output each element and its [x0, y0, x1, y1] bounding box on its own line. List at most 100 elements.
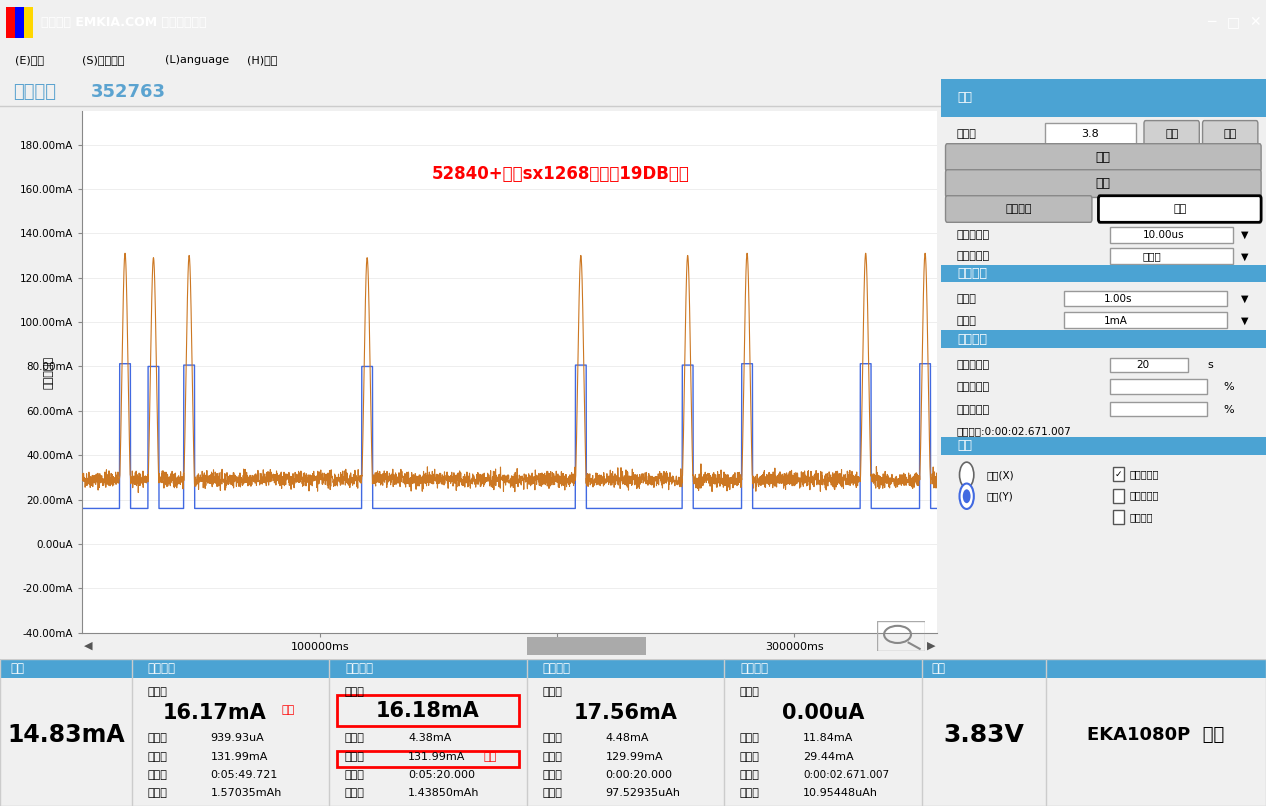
- Bar: [724, 659, 922, 678]
- Text: 1.57035mAh: 1.57035mAh: [210, 787, 282, 798]
- Text: 时间：: 时间：: [957, 293, 977, 304]
- Bar: [1110, 248, 1233, 264]
- Text: (S)系统设置: (S)系统设置: [82, 55, 124, 65]
- Text: 游标时长:0:00:02.671.007: 游标时长:0:00:02.671.007: [957, 426, 1071, 437]
- Text: ◀: ◀: [84, 641, 92, 650]
- Text: 最大：: 最大：: [147, 752, 167, 762]
- Bar: [941, 330, 1266, 347]
- Text: 实时: 实时: [10, 662, 24, 675]
- Text: 29.44mA: 29.44mA: [803, 752, 853, 762]
- Text: (E)文件: (E)文件: [15, 55, 44, 65]
- Text: 功耗：: 功耗：: [542, 787, 562, 798]
- Bar: [1046, 659, 1266, 678]
- Text: 时长：: 时长：: [147, 770, 167, 780]
- Text: 窗口统计: 窗口统计: [344, 662, 373, 675]
- Text: ▼: ▼: [1241, 230, 1248, 240]
- Text: ✕: ✕: [1248, 15, 1261, 29]
- Bar: [1113, 488, 1124, 503]
- Text: ─: ─: [1208, 15, 1215, 29]
- Text: 继续: 继续: [1096, 151, 1110, 164]
- Text: 文件视图: 文件视图: [13, 83, 56, 101]
- Bar: [337, 696, 519, 726]
- Text: 10.95448uAh: 10.95448uAh: [803, 787, 879, 798]
- Text: 总体统计: 总体统计: [147, 662, 176, 675]
- Text: 电压: 电压: [932, 662, 946, 675]
- Text: ▼: ▼: [1241, 293, 1248, 304]
- Text: 平均：: 平均：: [739, 688, 760, 697]
- Circle shape: [962, 489, 971, 503]
- Text: 清零: 清零: [1174, 204, 1186, 214]
- Text: 电流幅度图: 电流幅度图: [43, 355, 53, 388]
- Text: 20: 20: [1136, 360, 1150, 370]
- FancyBboxPatch shape: [1203, 121, 1258, 147]
- Text: 设定: 设定: [1165, 129, 1179, 139]
- Bar: [132, 659, 329, 678]
- Text: 时间(Y): 时间(Y): [986, 491, 1013, 501]
- FancyBboxPatch shape: [946, 170, 1261, 197]
- Text: 16.17mA: 16.17mA: [163, 703, 266, 723]
- Text: 最大值曲线: 最大值曲线: [1129, 469, 1158, 480]
- Text: 52840+硅传sx1268模块，19DB发射: 52840+硅传sx1268模块，19DB发射: [432, 164, 690, 183]
- Bar: [941, 79, 1266, 117]
- Text: 功耗：: 功耗：: [147, 787, 167, 798]
- Text: ▶: ▶: [927, 641, 936, 650]
- Bar: [1113, 467, 1124, 481]
- Text: 时长：: 时长：: [739, 770, 760, 780]
- Text: 游标统计: 游标统计: [739, 662, 768, 675]
- Text: ✓: ✓: [1115, 470, 1123, 479]
- Bar: [527, 659, 724, 678]
- Text: 939.93uA: 939.93uA: [210, 733, 265, 743]
- Text: 电流(X): 电流(X): [986, 470, 1014, 480]
- Text: 最大：: 最大：: [542, 752, 562, 762]
- Bar: [1044, 123, 1136, 143]
- Text: 1.00s: 1.00s: [1103, 293, 1132, 304]
- Bar: [329, 659, 527, 678]
- Text: 最小：: 最小：: [739, 733, 760, 743]
- Text: 0:00:20.000: 0:00:20.000: [605, 770, 672, 780]
- Bar: [15, 6, 24, 38]
- Text: □: □: [1227, 15, 1239, 29]
- Bar: [1110, 358, 1188, 372]
- Text: s: s: [1208, 360, 1213, 370]
- Text: 平均：: 平均：: [542, 688, 562, 697]
- Bar: [24, 6, 33, 38]
- Text: 发射: 发射: [484, 752, 496, 762]
- Text: %: %: [1224, 405, 1234, 414]
- Bar: [337, 750, 519, 767]
- Text: 炎加技术 EMKIA.COM 微功耗分析仪: 炎加技术 EMKIA.COM 微功耗分析仪: [41, 15, 206, 29]
- Text: 0:00:02.671.007: 0:00:02.671.007: [803, 770, 889, 780]
- Text: 14.83mA: 14.83mA: [8, 723, 124, 747]
- Text: 平均：: 平均：: [344, 688, 365, 697]
- Text: 0.00uA: 0.00uA: [781, 703, 865, 723]
- Text: 近期时长：: 近期时长：: [957, 360, 990, 370]
- Text: 功耗：: 功耗：: [739, 787, 760, 798]
- Bar: [1110, 380, 1208, 394]
- Text: 0:05:49.721: 0:05:49.721: [210, 770, 279, 780]
- Text: (H)帮助: (H)帮助: [247, 55, 277, 65]
- Text: 97.52935uAh: 97.52935uAh: [605, 787, 681, 798]
- Text: 时长：: 时长：: [542, 770, 562, 780]
- Text: 电压：: 电压：: [957, 129, 977, 139]
- Bar: [1065, 290, 1227, 306]
- Text: 缩放: 缩放: [957, 439, 972, 452]
- Text: 游标终点：: 游标终点：: [957, 405, 990, 414]
- FancyBboxPatch shape: [946, 196, 1093, 222]
- Circle shape: [960, 462, 974, 488]
- Text: 最小值曲线: 最小值曲线: [1129, 491, 1158, 501]
- Text: 1.43850mAh: 1.43850mAh: [408, 787, 480, 798]
- Bar: [1110, 402, 1208, 417]
- Text: 1mA: 1mA: [1103, 316, 1127, 326]
- Circle shape: [960, 484, 974, 509]
- Text: 最大：: 最大：: [739, 752, 760, 762]
- Text: 功耗：: 功耗：: [344, 787, 365, 798]
- Text: 最小：: 最小：: [344, 733, 365, 743]
- Text: 平均：: 平均：: [147, 688, 167, 697]
- Bar: [1110, 227, 1233, 243]
- FancyBboxPatch shape: [1144, 121, 1199, 147]
- Bar: [941, 265, 1266, 282]
- Bar: [922, 659, 1046, 678]
- Text: 131.99mA: 131.99mA: [408, 752, 466, 762]
- Bar: [1065, 313, 1227, 328]
- Bar: [0, 659, 132, 678]
- Text: 4.48mA: 4.48mA: [605, 733, 649, 743]
